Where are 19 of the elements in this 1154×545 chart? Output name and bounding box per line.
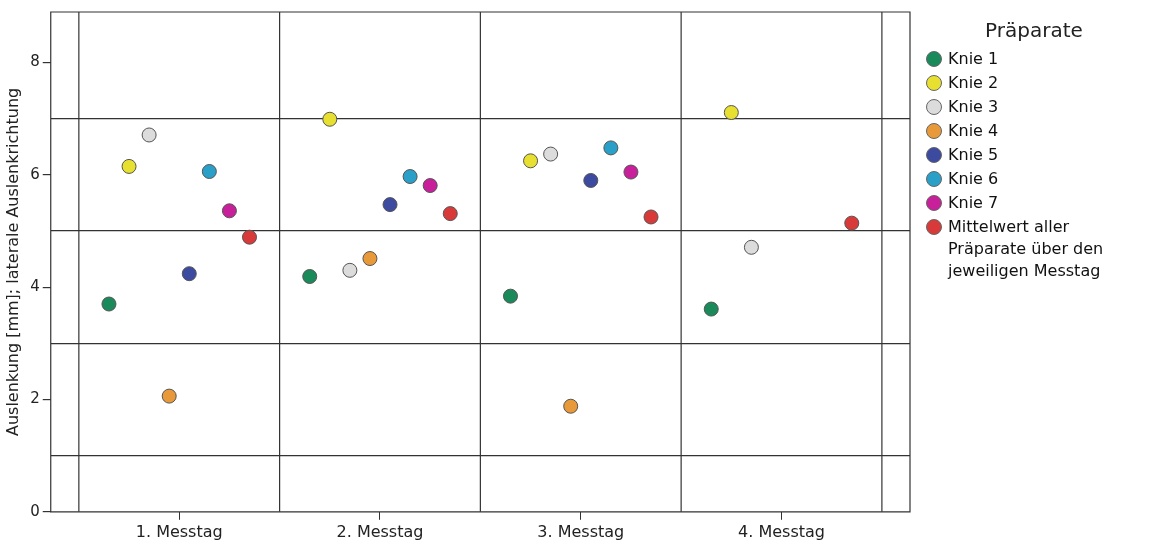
x-tick-label: 3. Messtag bbox=[537, 521, 625, 541]
legend-title: Präparate bbox=[984, 18, 1084, 42]
y-axis-title: Auslenkung [mm]; laterale Auslenkrichtung bbox=[2, 87, 22, 436]
y-tick-label: 8 bbox=[30, 52, 40, 71]
legend-label: Knie 6 bbox=[948, 168, 999, 190]
legend-label: Knie 2 bbox=[948, 72, 999, 94]
x-tick-label: 4. Messtag bbox=[738, 521, 825, 541]
y-tick-label: 2 bbox=[30, 389, 40, 408]
legend-label: Knie 5 bbox=[948, 144, 999, 166]
legend-label: Knie 7 bbox=[948, 192, 999, 214]
legend-label: Knie 1 bbox=[948, 48, 999, 70]
y-tick-label: 4 bbox=[30, 277, 40, 296]
legend-label: Mittelwert aller Präparate über den jeweiligen Messtag bbox=[948, 216, 1105, 282]
legend-label: Knie 3 bbox=[948, 96, 999, 118]
x-tick-label: 1. Messtag bbox=[135, 521, 223, 541]
x-tick-label: 2. Messtag bbox=[336, 521, 424, 541]
y-tick-label: 6 bbox=[30, 164, 40, 183]
y-tick-label: 0 bbox=[30, 501, 40, 520]
legend-label: Knie 4 bbox=[948, 120, 999, 142]
